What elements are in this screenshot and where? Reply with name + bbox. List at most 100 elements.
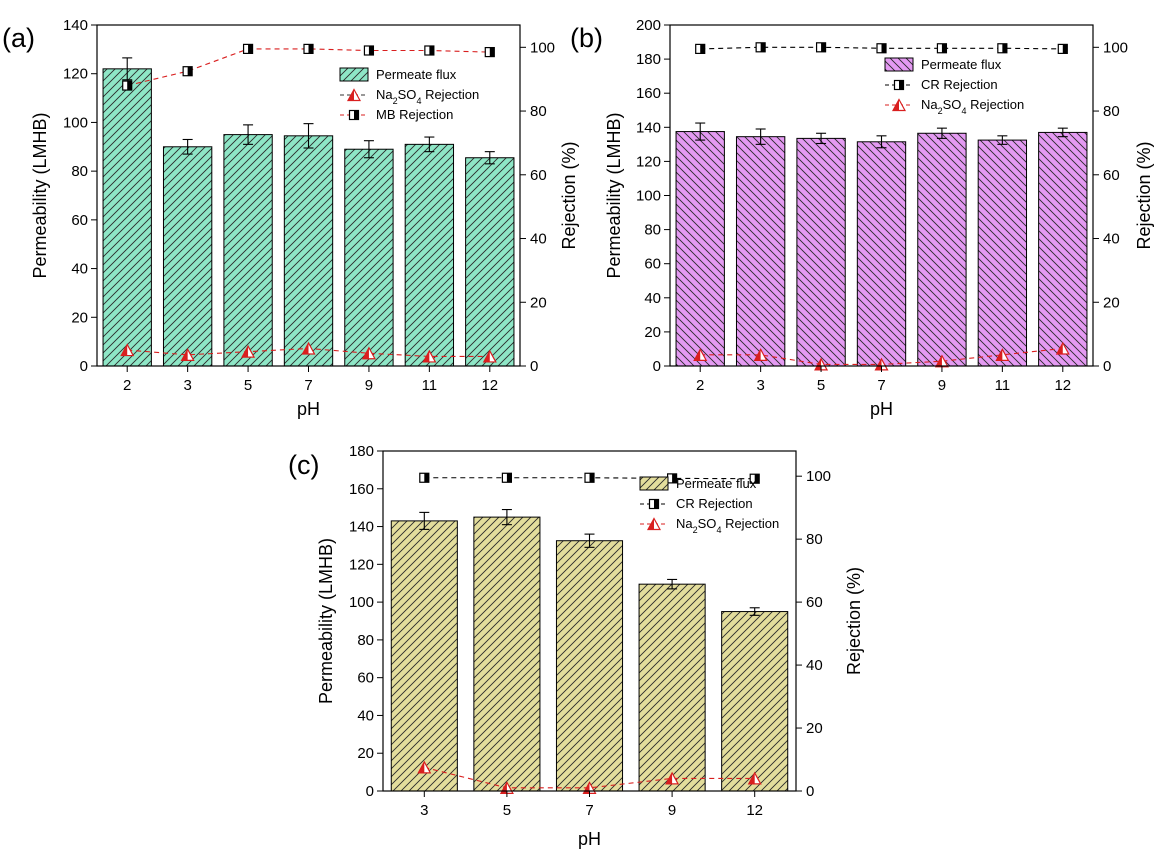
panel-label: (c) (288, 450, 319, 480)
bar (675, 131, 725, 367)
bar (102, 68, 152, 367)
x-axis-label: pH (870, 399, 893, 419)
square-marker-fill (489, 47, 495, 57)
x-tick-label: 3 (756, 377, 764, 394)
legend-swatch (884, 57, 914, 72)
x-tick-label: 9 (938, 377, 946, 394)
bar (917, 132, 967, 367)
bar (223, 134, 273, 367)
y-right-tick-label: 100 (806, 468, 831, 485)
legend-square-marker-fill (354, 110, 359, 120)
y-tick-label: 20 (357, 745, 374, 762)
triangle-marker-fill (181, 349, 188, 361)
y-right-tick-label: 20 (530, 294, 547, 311)
y-tick-label: 180 (349, 443, 374, 460)
x-tick-label: 7 (304, 377, 312, 394)
triangle-marker-fill (1056, 342, 1063, 354)
square-marker-fill (1062, 44, 1068, 54)
triangle-marker-fill (302, 342, 309, 354)
y-tick-label: 140 (63, 17, 88, 34)
legend-label: Na2SO4 Rejection (376, 87, 479, 106)
triangle-marker-fill (996, 349, 1003, 361)
legend-label: MB Rejection (376, 107, 453, 122)
y-right-tick-label: 80 (530, 103, 547, 120)
triangle-marker-fill (483, 350, 490, 362)
bar (796, 137, 846, 367)
series-line (424, 766, 755, 789)
legend-label: Permeate flux (376, 67, 457, 82)
y-tick-label: 100 (349, 594, 374, 611)
y-axis-label: Permeability (LMHB) (316, 538, 336, 704)
y-right-axis-label: Rejection (%) (559, 141, 579, 249)
y-tick-label: 60 (644, 256, 661, 273)
legend-label: Permeate flux (676, 476, 757, 491)
triangle-marker-fill (418, 761, 425, 773)
x-tick-label: 9 (365, 377, 373, 394)
y-right-axis-label: Rejection (%) (1134, 141, 1154, 249)
y-tick-label: 160 (349, 481, 374, 498)
triangle-marker-fill (362, 347, 369, 359)
y-tick-label: 20 (644, 324, 661, 341)
legend-triangle-marker-fill (348, 89, 354, 101)
bar (162, 146, 213, 367)
y-right-tick-label: 60 (530, 167, 547, 184)
square-marker-fill (589, 473, 594, 483)
y-tick-label: 80 (644, 222, 661, 239)
panel-label: (b) (570, 23, 603, 53)
y-tick-label: 140 (349, 519, 374, 536)
x-tick-label: 3 (420, 802, 428, 819)
bar (473, 516, 541, 792)
legend-square-marker-fill (899, 80, 904, 90)
y-tick-label: 40 (644, 290, 661, 307)
legend-square-marker-fill (654, 499, 659, 509)
legend-swatch (339, 67, 369, 82)
x-tick-label: 7 (585, 802, 593, 819)
square-marker-fill (821, 42, 826, 52)
legend-label: CR Rejection (921, 77, 998, 92)
y-axis-label: Permeability (LMHB) (604, 112, 624, 278)
panel-label: (a) (2, 23, 35, 53)
y-right-tick-label: 100 (1103, 39, 1128, 56)
x-tick-label: 5 (817, 377, 825, 394)
square-marker-fill (672, 473, 677, 483)
legend-triangle-marker-fill (893, 99, 899, 111)
square-marker-fill (760, 42, 766, 52)
legend-label: Permeate flux (921, 57, 1002, 72)
bar (638, 583, 706, 792)
legend: Permeate flux CR Rejection Na2SO4 Rejectio… (884, 57, 1024, 116)
y-tick-label: 100 (636, 188, 661, 205)
x-tick-label: 11 (995, 377, 1011, 394)
y-right-tick-label: 20 (1103, 294, 1120, 311)
square-marker-fill (248, 44, 253, 54)
y-tick-label: 80 (71, 163, 88, 180)
square-marker-fill (127, 81, 132, 91)
y-right-tick-label: 40 (806, 657, 823, 674)
square-marker-fill (187, 66, 193, 76)
y-right-tick-label: 60 (806, 594, 823, 611)
y-right-tick-label: 60 (1103, 167, 1120, 184)
bar (283, 135, 334, 367)
x-tick-label: 5 (503, 802, 511, 819)
square-marker-fill (308, 44, 313, 54)
chart-panel-2: 0 20 40 60 80 100 120 140 160 180 0 20 40 60 80 100 3 5 7 9… (288, 443, 864, 849)
y-tick-label: 60 (71, 212, 88, 229)
triangle-marker-fill (935, 355, 942, 367)
square-marker-fill (368, 45, 374, 55)
y-tick-label: 100 (63, 114, 88, 131)
bar (721, 611, 789, 792)
x-tick-label: 5 (244, 377, 252, 394)
y-tick-label: 120 (63, 66, 88, 83)
y-right-tick-label: 0 (1103, 358, 1111, 375)
y-right-axis-label: Rejection (%) (844, 567, 864, 675)
bar (555, 540, 624, 792)
legend-label: Na2SO4 Rejection (676, 516, 779, 535)
bar (735, 136, 786, 367)
y-tick-label: 40 (357, 707, 374, 724)
y-tick-label: 120 (349, 556, 374, 573)
x-tick-label: 3 (183, 377, 191, 394)
legend-label: CR Rejection (676, 496, 753, 511)
square-marker-fill (424, 473, 429, 483)
y-right-tick-label: 40 (530, 231, 547, 248)
square-marker-fill (1002, 43, 1007, 53)
